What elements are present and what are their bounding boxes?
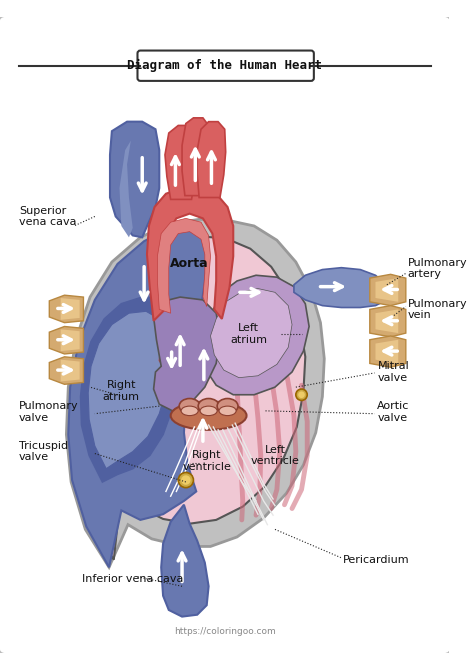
Ellipse shape [198, 399, 219, 413]
Text: https://coloringoo.com: https://coloringoo.com [174, 627, 275, 636]
FancyBboxPatch shape [0, 15, 451, 655]
Circle shape [181, 475, 191, 485]
Polygon shape [375, 278, 398, 302]
Circle shape [296, 389, 307, 401]
Text: Aorta: Aorta [170, 257, 209, 271]
Polygon shape [370, 274, 406, 306]
Polygon shape [81, 297, 180, 482]
Polygon shape [154, 297, 220, 411]
Ellipse shape [181, 406, 198, 415]
Polygon shape [197, 122, 226, 198]
Text: Tricuspid
valve: Tricuspid valve [19, 441, 68, 462]
Circle shape [178, 472, 193, 488]
Polygon shape [159, 319, 178, 366]
Ellipse shape [217, 399, 238, 413]
Polygon shape [375, 340, 398, 363]
Polygon shape [61, 360, 80, 381]
Polygon shape [370, 306, 406, 337]
Polygon shape [165, 125, 197, 200]
Polygon shape [161, 505, 209, 616]
Polygon shape [203, 275, 309, 395]
Text: Right
atrium: Right atrium [103, 380, 140, 402]
Ellipse shape [219, 406, 236, 415]
Polygon shape [49, 326, 83, 354]
Polygon shape [61, 298, 80, 320]
Polygon shape [66, 219, 324, 567]
Text: Inferior vena cava: Inferior vena cava [82, 574, 183, 584]
Polygon shape [294, 268, 387, 308]
FancyBboxPatch shape [137, 50, 314, 81]
Polygon shape [147, 188, 233, 321]
Polygon shape [375, 310, 398, 333]
Polygon shape [157, 218, 210, 313]
Text: Right
ventricle: Right ventricle [182, 450, 231, 472]
Polygon shape [110, 122, 159, 237]
Text: Pulmonary
artery: Pulmonary artery [408, 258, 467, 279]
Ellipse shape [179, 399, 200, 413]
Text: Mitral
valve: Mitral valve [377, 361, 409, 383]
Polygon shape [61, 330, 80, 351]
Polygon shape [119, 141, 133, 237]
Polygon shape [76, 237, 305, 559]
Polygon shape [210, 289, 292, 378]
Text: Left
atrium: Left atrium [230, 323, 267, 345]
Text: Diagram of the Human Heart: Diagram of the Human Heart [127, 59, 322, 72]
Text: Pericardium: Pericardium [343, 555, 410, 565]
Text: Aortic
valve: Aortic valve [377, 401, 410, 423]
Ellipse shape [171, 401, 246, 430]
Polygon shape [49, 295, 83, 323]
Text: Pulmonary
valve: Pulmonary valve [19, 401, 79, 423]
Polygon shape [370, 336, 406, 367]
Polygon shape [88, 312, 169, 469]
Polygon shape [49, 357, 83, 385]
Text: Superior
vena cava: Superior vena cava [19, 206, 76, 227]
Text: Pulmonary
vein: Pulmonary vein [408, 299, 467, 320]
Polygon shape [182, 118, 210, 196]
Ellipse shape [200, 406, 217, 415]
Polygon shape [68, 230, 207, 567]
Circle shape [298, 391, 305, 398]
Text: Left
ventricle: Left ventricle [251, 445, 300, 466]
